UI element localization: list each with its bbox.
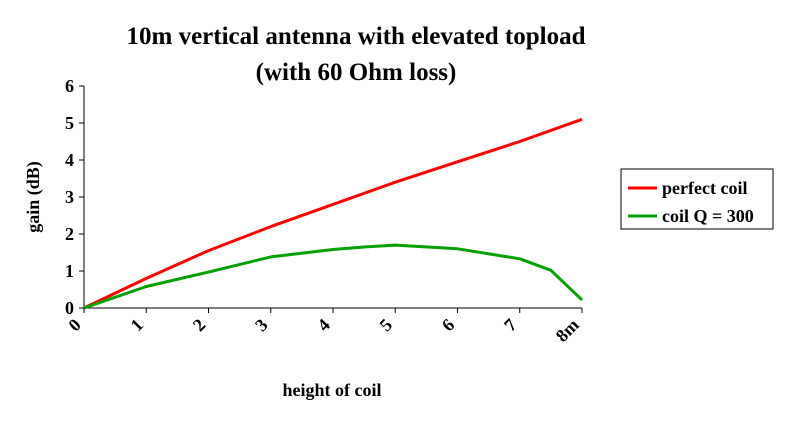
y-tick-label: 2 [65,224,74,244]
axes [83,86,582,309]
x-tick-label: 4 [313,315,334,336]
chart-subtitle: (with 60 Ohm loss) [255,59,457,86]
series-line-1 [83,117,583,310]
y-tick-label: 4 [65,150,74,170]
y-tick-label: 1 [65,261,74,281]
x-tick-label: 1 [127,315,148,336]
legend-box [620,168,774,230]
x-tick-label: 3 [251,315,272,336]
x-axis-label: height of coil [283,380,382,400]
x-tick-label: 8m [552,315,583,346]
x-tick-label: 6 [438,315,459,336]
legend: perfect coil coil Q = 300 [620,168,774,230]
y-tick-label: 3 [65,187,74,207]
series-layer [83,117,584,310]
y-tick-label: 5 [65,113,74,133]
legend-label-1: perfect coil [662,178,747,198]
x-tick-label: 7 [500,315,521,336]
y-axis-label: gain (dB) [23,161,44,233]
y-tick-label: 0 [65,298,74,318]
ticks: 0 1 2 3 4 5 6 0 1 2 3 4 5 6 7 8m [64,76,583,346]
series-line-2 [83,243,584,310]
legend-label-2: coil Q = 300 [662,206,754,226]
x-tick-label: 5 [376,315,397,336]
x-tick-label: 2 [189,315,210,336]
x-tick-label: 0 [64,315,85,336]
y-tick-label: 6 [65,76,74,96]
chart-title: 10m vertical antenna with elevated toplo… [126,23,586,50]
